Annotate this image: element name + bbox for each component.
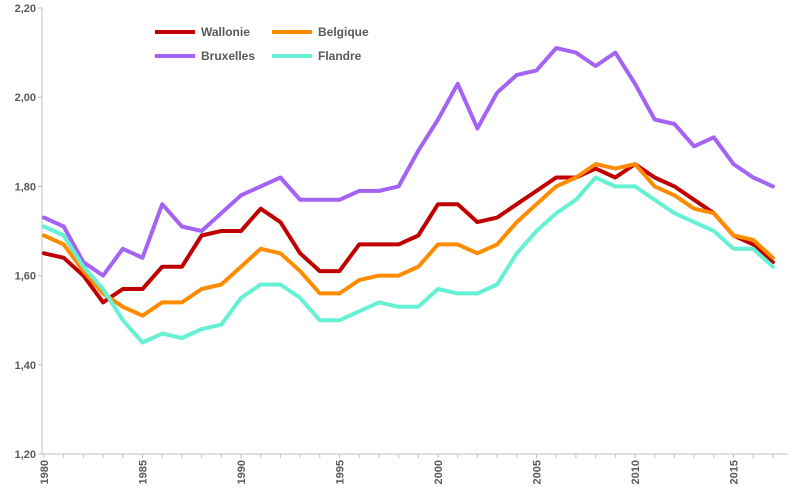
y-tick-label: 1,40 [15,360,36,372]
series-line-flandre [42,175,775,345]
y-tick-label: 2,20 [15,3,36,15]
series-line-bruxelles [42,46,775,278]
x-tick-label: 1995 [335,460,347,484]
x-tick-label: 2015 [729,460,741,484]
x-tick-labels: 1980 1985 1990 1995 2000 2005 2010 2015 [39,454,774,484]
legend-label-belgique: Belgique [318,25,369,39]
series-lines [42,46,775,345]
axes [41,8,788,455]
y-tick-label: 1,80 [15,181,36,193]
series-line-wallonie [42,162,775,305]
legend-label-flandre: Flandre [318,49,362,63]
legend-label-bruxelles: Bruxelles [201,49,255,63]
x-tick-label: 1985 [138,460,150,484]
x-tick-label: 2010 [630,460,642,484]
x-tick-label: 1990 [236,460,248,484]
y-tick-label: 2,00 [15,92,36,104]
y-tick-label: 1,20 [15,449,36,461]
x-tick-label: 1980 [39,460,51,484]
y-tick-label: 1,60 [15,271,36,283]
y-tick-labels: 1,20 1,40 1,60 1,80 2,00 2,20 [15,3,42,461]
x-tick-label: 2005 [532,460,544,484]
legend: Wallonie Belgique Bruxelles Flandre [155,25,369,63]
legend-label-wallonie: Wallonie [201,25,250,39]
series-line-belgique [42,162,775,318]
x-tick-label: 2000 [433,460,445,484]
